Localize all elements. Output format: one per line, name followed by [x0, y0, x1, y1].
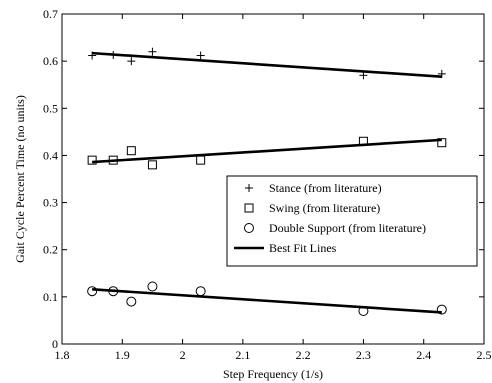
y-axis-label: Gait Cycle Percent Time (no units) [13, 95, 27, 263]
plus-point [196, 51, 205, 60]
circle-point [436, 304, 447, 315]
data-points [87, 47, 447, 316]
plus-point [127, 57, 136, 66]
plus-point [437, 69, 446, 78]
best-fit-line [92, 51, 442, 78]
square-point [126, 146, 136, 156]
best-fit-lines [92, 51, 442, 314]
x-tick-label: 2.4 [416, 348, 431, 362]
legend-label: Double Support (from literature) [269, 221, 426, 235]
x-axis-label: Step Frequency (1/s) [223, 367, 323, 381]
square-point [358, 136, 368, 146]
plus-point [88, 51, 97, 60]
circle-point [195, 286, 206, 297]
circle-point [108, 286, 119, 297]
square-point [87, 155, 97, 165]
plot-frame [61, 13, 485, 345]
legend: Stance (from literature) Swing (from lite… [226, 175, 478, 267]
circle-point [87, 286, 98, 297]
square-point [147, 160, 157, 170]
square-point [196, 155, 206, 165]
legend-items: Stance (from literature) Swing (from lite… [234, 181, 426, 255]
circle-point [126, 296, 137, 307]
x-tick-label: 2.2 [296, 348, 311, 362]
y-tick-label: 0.2 [43, 243, 58, 257]
x-tick-label: 2.5 [477, 348, 492, 362]
y-tick-label: 0.5 [43, 101, 58, 115]
legend-label: Swing (from literature) [269, 201, 380, 215]
x-tick-label: 1.8 [55, 348, 70, 362]
legend-square-sample [244, 203, 254, 213]
square-point [108, 155, 118, 165]
x-tick-label: 1.9 [115, 348, 130, 362]
legend-circle-sample [244, 223, 254, 233]
circle-point [358, 306, 369, 316]
y-tick-label: 0.6 [43, 54, 58, 68]
axis-ticks: 1.8 1.9 2 2.1 2.2 2.3 2.4 2.5 0 0.1 0.2 0.3 0.4 0.5 0.… [43, 7, 492, 362]
x-tick-label: 2.1 [235, 348, 250, 362]
y-tick-label: 0.4 [43, 148, 58, 162]
y-tick-label: 0.7 [43, 7, 58, 21]
y-tick-label: 0.1 [43, 290, 58, 304]
square-point [437, 138, 447, 148]
y-tick-label: 0 [52, 337, 58, 351]
legend-label: Stance (from literature) [269, 181, 382, 195]
plus-point [359, 71, 368, 80]
best-fit-line [92, 288, 442, 314]
x-tick-label: 2.3 [356, 348, 371, 362]
x-tick-label: 2 [180, 348, 186, 362]
circle-point [147, 281, 158, 292]
plus-point [148, 47, 157, 56]
y-tick-label: 0.3 [43, 196, 58, 210]
plus-point [109, 51, 118, 60]
best-fit-line [92, 138, 442, 164]
legend-plus-sample [245, 184, 253, 192]
legend-box [226, 175, 478, 267]
legend-label: Best Fit Lines [269, 241, 337, 255]
